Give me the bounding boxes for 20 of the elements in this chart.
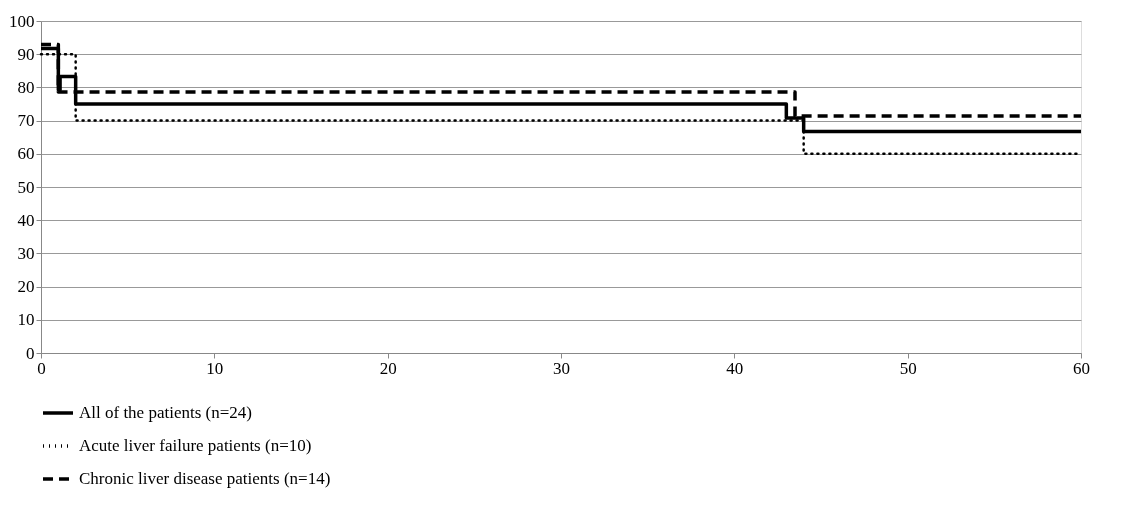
legend-label: Chronic liver disease patients (n=14): [79, 469, 331, 488]
y-tick-label: 70: [17, 111, 35, 131]
y-tick-label: 90: [17, 44, 35, 64]
y-tick-label: 40: [17, 210, 35, 230]
x-tick-label: 10: [206, 358, 224, 378]
x-tick-label: 60: [1073, 358, 1090, 378]
legend-label: Acute liver failure patients (n=10): [79, 436, 312, 455]
y-tick-label: 100: [9, 11, 35, 31]
y-tick-label: 30: [17, 243, 35, 263]
x-tick-label: 20: [379, 358, 397, 378]
y-tick-label: 0: [26, 343, 35, 363]
y-tick-label: 60: [17, 144, 35, 164]
y-tick-label: 50: [17, 177, 35, 197]
legend-label: All of the patients (n=24): [79, 403, 252, 422]
x-tick-label: 50: [899, 358, 917, 378]
y-tick-label: 10: [17, 310, 35, 330]
x-tick-label: 30: [553, 358, 570, 378]
y-tick-label: 20: [17, 277, 35, 297]
x-tick-label: 40: [726, 358, 744, 378]
y-tick-label: 80: [17, 77, 35, 97]
